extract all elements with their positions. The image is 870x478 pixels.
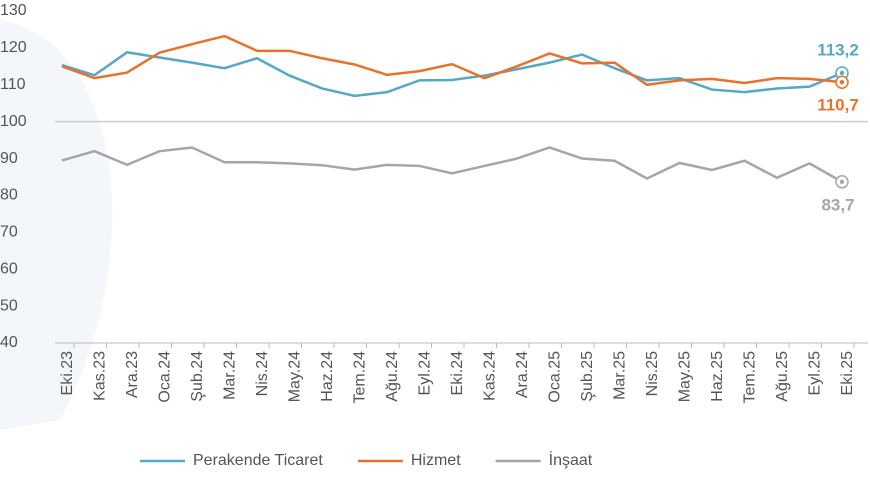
x-tick-label: Şub.25 — [579, 351, 596, 402]
x-tick-label: Eki.23 — [59, 351, 76, 396]
x-tick-label: Mar.24 — [222, 351, 239, 400]
x-tick-label: Eyl.25 — [807, 351, 824, 396]
x-tick-label: Nis.25 — [644, 351, 661, 396]
y-tick-label: 60 — [0, 260, 18, 277]
value-label: 113,2 — [817, 40, 859, 59]
x-tick-label: Ara.23 — [124, 351, 141, 398]
legend-label: Perakende Ticaret — [193, 452, 323, 469]
x-tick-label: Tem.25 — [742, 351, 759, 404]
y-tick-label: 80 — [0, 187, 18, 204]
x-tick-label: May.24 — [287, 351, 304, 402]
end-dot — [839, 179, 845, 184]
end-dot — [839, 70, 845, 76]
end-dot — [839, 79, 845, 85]
x-tick-label: Oca.25 — [547, 351, 564, 403]
y-tick-label: 100 — [0, 113, 27, 130]
x-tick-label: Kas.23 — [92, 351, 109, 401]
series-line — [61, 34, 843, 87]
y-tick-label: 110 — [0, 76, 26, 93]
x-tick-label: Ağu.24 — [384, 351, 401, 402]
series-line — [61, 51, 843, 98]
y-tick-label: 70 — [0, 224, 18, 241]
y-tick-label: 90 — [0, 150, 18, 167]
series-line — [61, 146, 843, 183]
value-label: 110,7 — [817, 96, 859, 115]
x-tick-label: May.25 — [677, 351, 694, 402]
x-tick-label: Ara.24 — [514, 351, 531, 398]
legend-label: İnşaat — [549, 450, 593, 469]
y-tick-label: 130 — [0, 2, 27, 19]
watermark — [0, 20, 113, 430]
value-label: 83,7 — [821, 195, 854, 214]
x-tick-label: Şub.24 — [189, 351, 206, 402]
x-tick-label: Haz.25 — [709, 351, 726, 402]
y-tick-label: 40 — [0, 334, 18, 351]
x-tick-label: Eki.24 — [449, 351, 466, 396]
y-tick-label: 120 — [0, 39, 27, 56]
x-tick-label: Eki.25 — [839, 351, 856, 396]
x-tick-label: Nis.24 — [254, 351, 271, 396]
x-tick-label: Tem.24 — [352, 351, 369, 404]
x-tick-label: Ağu.25 — [774, 351, 791, 402]
x-tick-label: Eyl.24 — [417, 351, 434, 396]
x-tick-label: Haz.24 — [319, 351, 336, 402]
y-tick-label: 50 — [0, 297, 18, 314]
legend-label: Hizmet — [411, 452, 461, 469]
x-tick-label: Kas.24 — [482, 351, 499, 401]
x-tick-label: Oca.24 — [157, 351, 174, 403]
x-tick-label: Mar.25 — [612, 351, 629, 400]
